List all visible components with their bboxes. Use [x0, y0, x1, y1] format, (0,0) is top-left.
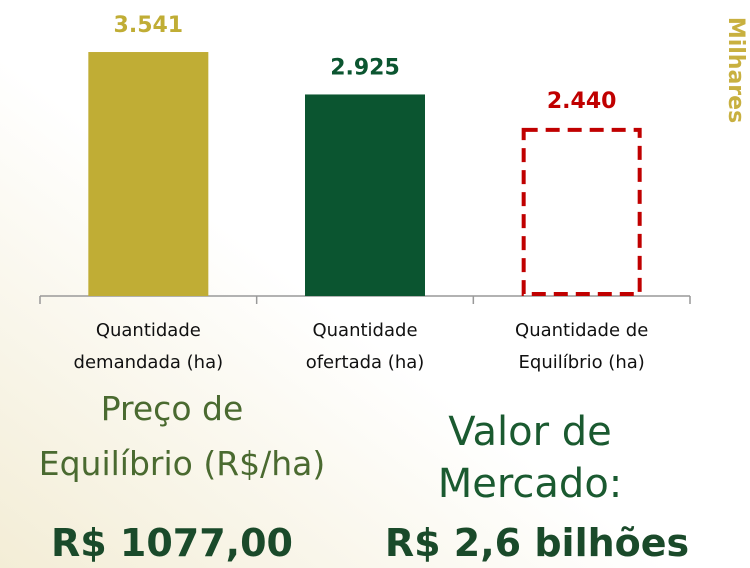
bar: [521, 127, 642, 296]
x-tick-label: Quantidade: [96, 320, 201, 341]
market-value: R$ 2,6 bilhões: [385, 521, 689, 565]
unit-label: Milhares: [723, 17, 748, 123]
x-tick-label: ofertada (ha): [306, 352, 425, 373]
price-block: Preço de Equilíbrio (R$/ha) R$ 1077,00: [39, 389, 326, 565]
market-label: Mercado:: [438, 461, 623, 507]
price-label: Preço de: [101, 389, 244, 428]
price-label: Equilíbrio (R$/ha): [39, 444, 326, 483]
market-block: Valor de Mercado: R$ 2,6 bilhões: [385, 409, 689, 565]
value-label: 2.925: [330, 55, 400, 80]
bar: [305, 94, 425, 296]
value-label: 3.541: [114, 13, 184, 38]
value-label: 2.440: [547, 89, 617, 114]
x-tick-label: Quantidade: [312, 320, 417, 341]
x-tick-label: Quantidade de: [515, 320, 648, 341]
x-tick-label: Equilíbrio (ha): [519, 352, 645, 373]
price-value: R$ 1077,00: [51, 521, 293, 565]
bar: [88, 52, 209, 296]
x-tick-label: demandada (ha): [74, 352, 224, 373]
market-label: Valor de: [448, 409, 612, 455]
